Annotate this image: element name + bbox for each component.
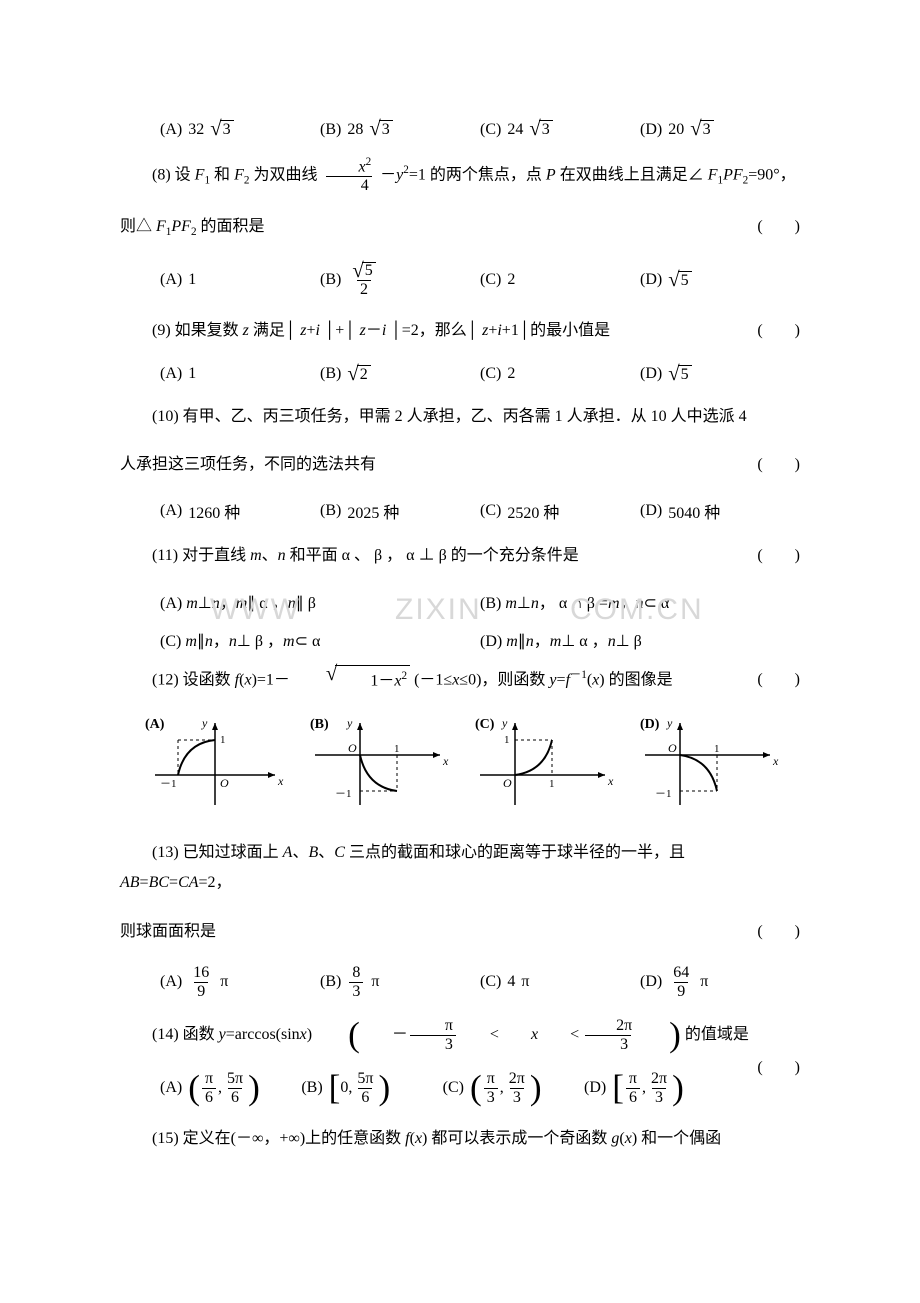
q11-option-a: (A) m⊥n，m∥ α ，n∥ β [160,589,480,613]
svg-text:y: y [501,716,508,730]
q10-options: (A)1260 种 (B)2025 种 (C)2520 种 (D)5040 种 [160,499,800,523]
sqrt-icon: √1－x2 [294,665,410,697]
q7-option-c: (C) 24 √3 [480,120,640,139]
q7-d-coef: 20 [668,121,684,139]
q11-option-b: (B) m⊥n， α ∩ β =m，n⊂ α [480,589,800,613]
svg-text:y: y [346,716,353,730]
q7-b-coef: 28 [347,121,363,139]
q14-option-d: (D) [ π6, 2π3 ) [584,1071,725,1106]
q14-option-c: (C) ( π3, 2π3 ) [443,1071,584,1106]
q11-option-d: (D) m∥n，m⊥ α ，n⊥ β [480,627,800,651]
answer-paren: ( ) [757,212,800,242]
sqrt-icon: √5 [668,365,691,384]
q10-option-c: (C)2520 种 [480,499,640,523]
svg-text:－1: －1 [335,788,352,800]
sqrt-icon: √3 [529,120,552,139]
option-label-c: (C) [480,121,501,139]
q14-option-b: (B) [ 0, 5π6 ) [301,1071,442,1106]
q13-stem-line2: 则球面面积是 ( ) [120,917,800,947]
q9-option-a: (A) 1 [160,365,320,383]
q8-stem-line1: (8) 设 F1 和 F2 为双曲线 x2 4 －y2=1 的两个焦点，点 P … [120,157,800,194]
svg-text:1: 1 [220,734,226,746]
q12-graph-a: (A) x y O －1 1 [130,715,295,820]
answer-paren: ( ) [725,665,800,695]
q12-stem: (12) 设函数 f(x)=1－ √1－x2 (－1≤x≤0)，则函数 y=f－… [120,665,800,697]
svg-text:1: 1 [504,734,510,746]
q13-option-c: (C) 4 π [480,973,640,991]
svg-text:－1: －1 [160,778,177,790]
q13-option-b: (B) 83 π [320,965,480,1000]
q8-option-c: (C) 2 [480,271,640,289]
sqrt-icon: √3 [369,120,392,139]
sqrt-icon: √5 [668,271,691,290]
q13-options: (A) 169 π (B) 83 π (C) 4 π (D) 649 π [160,965,800,1000]
answer-paren: ( ) [725,541,800,571]
q12-graph-c: (C) x y O 1 1 [460,715,625,820]
sqrt-icon: √2 [347,365,370,384]
q10-option-b: (B)2025 种 [320,499,480,523]
svg-text:O: O [220,776,229,790]
q14-option-a: (A) ( π6, 5π6 ) [160,1071,301,1106]
svg-text:1: 1 [394,743,400,755]
q14-options: (A) ( π6, 5π6 ) (B) [ 0, 5π6 ) (C) ( π3,… [160,1071,725,1106]
svg-text:x: x [772,754,779,768]
q15-stem: (15) 定义在(－∞，+∞)上的任意函数 f(x) 都可以表示成一个奇函数 g… [120,1124,800,1154]
svg-text:x: x [442,754,449,768]
fraction: √5 2 [349,262,378,299]
answer-paren: ( ) [725,316,800,346]
q9-option-c: (C) 2 [480,365,640,383]
q9-stem: (9) 如果复数 z 满足│ z+i │+│ z－i │=2，那么│ z+i+1… [120,316,800,346]
q13-option-a: (A) 169 π [160,965,320,1000]
q13-stem-line1: (13) 已知过球面上 A、B、C 三点的截面和球心的距离等于球半径的一半，且 … [120,838,800,899]
svg-text:O: O [668,741,677,755]
answer-paren: ( ) [725,1053,800,1083]
q13-option-d: (D) 649 π [640,965,800,1000]
q10-stem-line1: (10) 有甲、乙、丙三项任务，甲需 2 人承担，乙、丙各需 1 人承担．从 1… [120,402,800,432]
option-label-a: (A) [160,121,182,139]
svg-text:x: x [607,774,614,788]
svg-text:y: y [201,716,208,730]
q12-graphs: (A) x y O －1 1 (B) x y O [120,715,800,820]
q7-a-coef: 32 [188,121,204,139]
svg-text:x: x [277,774,284,788]
svg-text:1: 1 [714,743,720,755]
q10-stem-line2: 人承担这三项任务，不同的选法共有 ( ) [120,450,800,480]
svg-text:1: 1 [549,778,555,790]
q12-graph-d: (D) x y O 1 －1 [625,715,790,820]
svg-text:O: O [503,776,512,790]
q12-graph-b: (B) x y O 1 －1 [295,715,460,820]
q11-options-row2: (C) m∥n，n⊥ β ，m⊂ α (D) m∥n，m⊥ α ，n⊥ β [160,627,800,651]
q7-option-b: (B) 28 √3 [320,120,480,139]
q7-options: (A) 32 √3 (B) 28 √3 (C) 24 √3 (D) 20 √3 [160,120,800,139]
q10-option-d: (D)5040 种 [640,499,800,523]
q14-stem: (14) 函数 y=arccos(sinx) ( － π3 < x < 2π3 … [120,1018,800,1053]
q7-c-coef: 24 [507,121,523,139]
q8-option-a: (A) 1 [160,271,320,289]
q7-option-d: (D) 20 √3 [640,120,800,139]
q9-option-d: (D) √5 [640,365,800,384]
sqrt-icon: √3 [210,120,233,139]
q9-options: (A) 1 (B) √2 (C) 2 (D) √5 [160,365,800,384]
q8-option-d: (D) √5 [640,271,800,290]
answer-paren: ( ) [757,917,800,947]
svg-text:O: O [348,741,357,755]
option-label-b: (B) [320,121,341,139]
svg-text:y: y [666,716,673,730]
sqrt-icon: √3 [690,120,713,139]
q11-stem: (11) 对于直线 m、n 和平面 α 、 β ， α ⊥ β 的一个充分条件是… [120,541,800,571]
q8-options: (A) 1 (B) √5 2 (C) 2 (D) √5 [160,262,800,299]
q8-stem-line2: 则△ F1PF2 的面积是 ( ) [120,212,800,243]
svg-text:－1: －1 [655,788,672,800]
big-paren: ( － π3 < x < 2π3 ) [316,1018,681,1053]
q8-option-b: (B) √5 2 [320,262,480,299]
q11-options-row1: (A) m⊥n，m∥ α ，n∥ β (B) m⊥n， α ∩ β =m，n⊂ … [160,589,800,613]
answer-paren: ( ) [757,450,800,480]
q11-option-c: (C) m∥n，n⊥ β ，m⊂ α [160,627,480,651]
q7-option-a: (A) 32 √3 [160,120,320,139]
q10-option-a: (A)1260 种 [160,499,320,523]
option-label-d: (D) [640,121,662,139]
fraction: x2 4 [323,157,374,194]
q9-option-b: (B) √2 [320,365,480,384]
